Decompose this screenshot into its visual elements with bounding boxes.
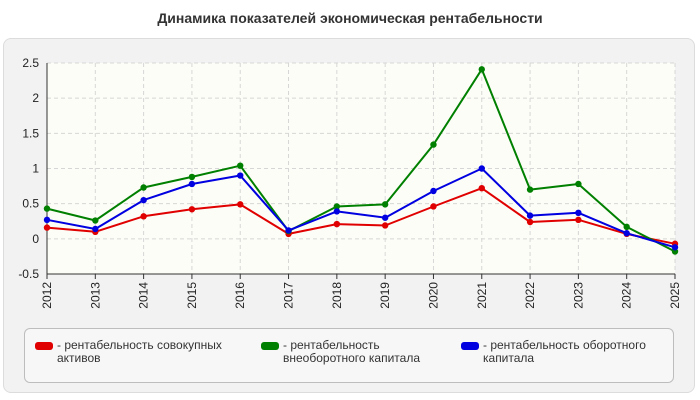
series-point-2 — [623, 230, 630, 237]
legend-label-assets: - рентабельность совокупных активов — [57, 338, 222, 365]
series-point-2 — [333, 208, 341, 215]
y-tick-label: 1.5 — [22, 126, 39, 140]
series-point-0 — [188, 206, 196, 213]
series-point-1 — [381, 201, 389, 208]
series-line-0 — [46, 187, 676, 245]
series-line-1 — [46, 68, 676, 253]
series-point-0 — [333, 220, 341, 228]
chart-legend: - рентабельность совокупных активов - ре… — [24, 328, 674, 383]
series-point-2 — [671, 244, 679, 251]
x-tick-label: 2014 — [137, 282, 151, 309]
series-point-1 — [526, 186, 534, 193]
y-tick-label: 1 — [32, 162, 39, 176]
legend-label-fixed-capital: - рентабельность внеоборотного капитала — [283, 338, 420, 365]
legend-swatch-fixed-capital — [261, 342, 279, 350]
series-point-2 — [237, 172, 244, 179]
legend-label-working-capital: - рентабельность оборотного капитала — [483, 338, 646, 365]
x-tick-label: 2013 — [88, 282, 102, 309]
x-tick-label: 2025 — [668, 282, 682, 309]
series-point-1 — [237, 162, 244, 169]
y-tick-label: 2 — [32, 91, 39, 105]
series-point-2 — [478, 165, 485, 172]
series-point-1 — [188, 173, 196, 181]
series-point-2 — [43, 216, 51, 224]
legend-swatch-working-capital — [461, 342, 479, 350]
series-point-2 — [140, 196, 147, 204]
series-point-0 — [381, 222, 389, 229]
x-tick-label: 2015 — [185, 282, 199, 309]
x-tick-label: 2021 — [475, 282, 489, 309]
x-tick-label: 2016 — [233, 282, 247, 309]
y-tick-label: -0.5 — [18, 267, 39, 281]
y-tick-label: 0 — [32, 232, 39, 246]
series-point-1 — [478, 66, 485, 73]
series-point-1 — [43, 205, 51, 212]
series-point-1 — [430, 141, 437, 148]
chart-title: Динамика показателей экономическая рента… — [157, 10, 543, 26]
series-point-0 — [575, 216, 582, 224]
x-tick-label: 2023 — [571, 282, 585, 309]
series-point-2 — [526, 212, 534, 219]
x-tick-label: 2024 — [620, 282, 634, 309]
x-tick-label: 2018 — [330, 282, 344, 309]
series-point-2 — [285, 227, 292, 234]
series-point-0 — [526, 218, 534, 226]
series-point-2 — [575, 209, 582, 217]
series-point-1 — [92, 217, 99, 224]
plot-area — [47, 63, 675, 274]
series-point-0 — [430, 203, 437, 210]
series-point-1 — [140, 184, 147, 191]
series-point-2 — [92, 225, 99, 233]
series-point-0 — [478, 184, 485, 192]
x-tick-label: 2012 — [40, 282, 54, 309]
series-point-0 — [140, 213, 147, 220]
x-tick-label: 2017 — [282, 282, 296, 309]
x-tick-label: 2020 — [426, 282, 440, 309]
series-point-2 — [430, 187, 437, 195]
series-point-1 — [575, 180, 582, 188]
x-tick-label: 2022 — [523, 282, 537, 309]
series-point-1 — [623, 223, 630, 231]
series-line-2 — [46, 167, 676, 249]
series-point-2 — [188, 180, 196, 188]
series-point-0 — [237, 201, 244, 208]
y-tick-label: 2.5 — [22, 56, 39, 70]
y-tick-label: 0.5 — [22, 197, 39, 211]
series-point-0 — [43, 224, 51, 231]
series-point-1 — [333, 203, 341, 210]
x-tick-label: 2019 — [378, 282, 392, 309]
legend-swatch-assets — [35, 342, 53, 350]
series-point-2 — [381, 214, 389, 221]
